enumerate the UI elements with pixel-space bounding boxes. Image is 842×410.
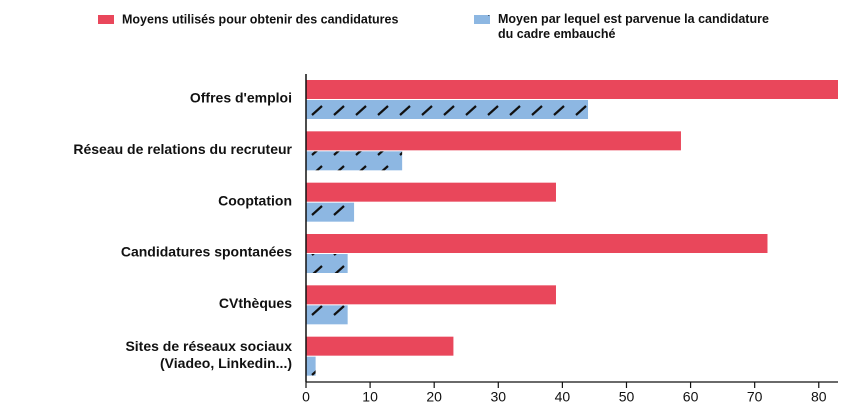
bar (306, 131, 681, 151)
bar (306, 80, 838, 99)
x-tick-label: 20 (426, 389, 442, 405)
bar (306, 285, 556, 305)
x-tick-label: 70 (747, 389, 763, 405)
bar (306, 305, 348, 325)
bar (306, 356, 316, 376)
bar (306, 202, 355, 222)
x-tick-label: 40 (555, 389, 571, 405)
category-label: CVthèques (219, 295, 292, 311)
category-label: Candidatures spontanées (121, 244, 292, 260)
bar (306, 254, 348, 273)
legend: Moyens utilisés pour obtenir des candida… (98, 12, 769, 41)
bar (306, 151, 403, 171)
category-label: Offres d'emploi (190, 90, 292, 106)
category-label: Sites de réseaux sociaux (Viadeo, Linkedi… (125, 338, 292, 371)
legend-swatch (474, 15, 490, 24)
legend-swatch (98, 15, 114, 24)
bar (306, 182, 556, 202)
bar (306, 100, 589, 119)
bar (306, 234, 768, 253)
x-tick-label: 30 (491, 389, 507, 405)
legend-label: Moyens utilisés pour obtenir des candida… (122, 12, 398, 26)
bar (306, 336, 454, 356)
category-label: Cooptation (218, 192, 292, 208)
category-label: Réseau de relations du recruteur (73, 141, 292, 157)
x-tick-label: 0 (302, 389, 310, 405)
x-tick-label: 80 (811, 389, 827, 405)
x-tick-label: 10 (362, 389, 378, 405)
x-tick-label: 50 (619, 389, 635, 405)
legend-label: Moyen par lequel est parvenue la candida… (498, 12, 769, 41)
x-tick-label: 60 (683, 389, 699, 405)
